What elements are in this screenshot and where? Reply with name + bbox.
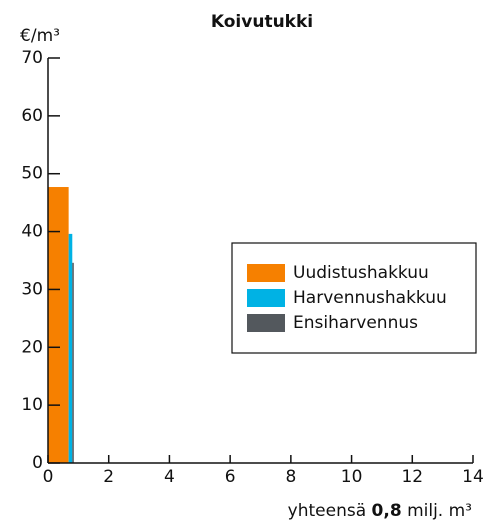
legend-swatch <box>247 264 285 282</box>
x-tick-label: 14 <box>462 467 484 487</box>
footer: yhteensä 0,8 milj. m³ <box>288 501 472 521</box>
y-tick-label: 50 <box>21 164 43 184</box>
x-tick-label: 6 <box>225 467 236 487</box>
x-tick-label: 0 <box>43 467 54 487</box>
x-tick-label: 2 <box>103 467 114 487</box>
x-tick-label: 4 <box>164 467 175 487</box>
y-tick-label: 60 <box>21 106 43 126</box>
x-tick-label: 8 <box>285 467 296 487</box>
bar <box>48 187 69 463</box>
x-tick-label: 12 <box>401 467 423 487</box>
legend-swatch <box>247 314 285 332</box>
bar <box>72 262 74 463</box>
x-tick-label: 10 <box>341 467 363 487</box>
footer-unit: milj. m³ <box>407 501 472 521</box>
y-tick-label: 40 <box>21 222 43 242</box>
y-tick-label: 30 <box>21 279 43 299</box>
y-tick-label: 70 <box>21 48 43 68</box>
chart-title: Koivutukki <box>211 12 313 32</box>
y-unit: €/m³ <box>20 26 60 46</box>
bar <box>68 233 73 463</box>
legend-label: Uudistushakkuu <box>293 263 429 283</box>
footer-prefix: yhteensä <box>288 501 366 521</box>
y-tick-label: 20 <box>21 337 43 357</box>
y-tick-label: 10 <box>21 395 43 415</box>
legend-swatch <box>247 289 285 307</box>
legend-label: Ensiharvennus <box>293 313 418 333</box>
legend-label: Harvennushakkuu <box>293 288 447 308</box>
y-tick-label: 0 <box>32 453 43 473</box>
footer-total: 0,8 <box>372 501 402 521</box>
